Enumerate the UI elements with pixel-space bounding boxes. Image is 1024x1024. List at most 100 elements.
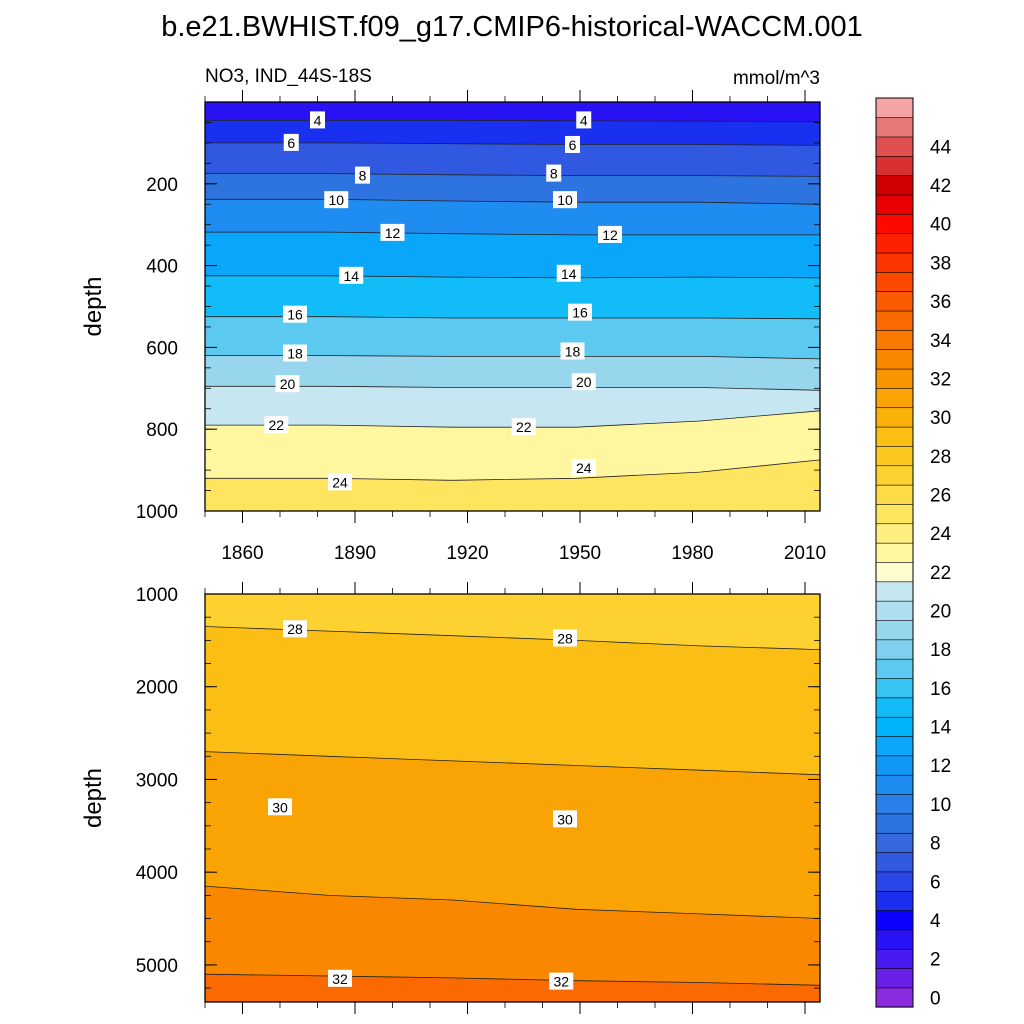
colorbar-swatch (875, 987, 914, 1008)
colorbar-tick-label: 8 (930, 834, 941, 855)
colorbar-tick-label: 4 (930, 911, 941, 932)
contour-label: 28 (287, 621, 303, 637)
contour-label: 30 (557, 811, 573, 827)
contour-label: 16 (572, 305, 588, 321)
colorbar-swatch (875, 735, 914, 757)
contour-line (205, 198, 820, 205)
contour-line (205, 142, 820, 146)
colorbar-tick-label: 44 (930, 137, 952, 158)
colorbar-swatch (875, 387, 914, 409)
contour-label: 4 (314, 112, 322, 128)
contour-label-bg (568, 303, 592, 321)
contour-label-bg (380, 223, 405, 241)
colorbar-swatch (875, 890, 914, 911)
colorbar-tick-label: 34 (930, 331, 952, 352)
colorbar-swatch (875, 233, 914, 254)
colorbar-tick-label: 28 (930, 447, 951, 468)
contour-label-bg (598, 225, 622, 243)
colorbar-swatch (875, 929, 914, 950)
colorbar-swatch (875, 503, 914, 525)
contour-label: 24 (332, 474, 348, 490)
colorbar-tick-label: 42 (930, 176, 951, 197)
colorbar-swatch (875, 523, 914, 544)
x-tick-label: 1890 (334, 543, 376, 564)
x-tick-label: 1920 (446, 543, 488, 564)
contour-label-bg (511, 418, 536, 436)
contour-label: 8 (550, 166, 558, 182)
colorbar-tick-label: 2 (930, 950, 941, 971)
colorbar-tick-label: 24 (930, 524, 952, 545)
contour-label-bg (576, 111, 592, 129)
contour-label: 14 (561, 266, 577, 282)
colorbar-swatch (875, 175, 914, 196)
contour-label-bg (339, 266, 364, 284)
colorbar-swatch (875, 871, 914, 892)
colorbar-swatch (875, 697, 914, 718)
contour-line (205, 459, 820, 481)
y-tick-label: 3000 (136, 770, 178, 791)
variable-label: NO3, IND_44S-18S (205, 66, 372, 87)
colorbar-swatch (875, 368, 914, 389)
contour-line (205, 173, 820, 177)
colorbar-tick-label: 22 (930, 563, 951, 584)
y-tick-label: 2000 (136, 678, 178, 699)
colorbar-swatch (875, 426, 914, 447)
contour-line (205, 231, 820, 236)
colorbar-swatch (875, 968, 914, 989)
colorbar-swatch (875, 252, 914, 273)
contour-line (205, 385, 820, 391)
y-tick-label: 4000 (136, 863, 178, 884)
y-axis-label: depth (80, 768, 107, 828)
y-tick-label: 200 (146, 175, 178, 196)
contour-label-bg (571, 373, 596, 391)
contour-line (205, 355, 820, 360)
colorbar-tick-label: 30 (930, 408, 951, 429)
contour-fill-group (205, 594, 820, 1002)
colorbar-swatch (875, 445, 914, 467)
contour-line (205, 751, 820, 776)
contour-label: 24 (576, 460, 592, 476)
colorbar-tick-label: 32 (930, 369, 951, 390)
contour-label: 32 (332, 971, 348, 987)
contour-line (205, 626, 820, 650)
colorbar-swatch (875, 117, 914, 138)
contour-band (205, 974, 820, 1002)
colorbar-swatch (875, 484, 914, 505)
contour-label: 4 (580, 112, 588, 128)
contour-label-bg (283, 620, 307, 638)
contour-label-bg (328, 473, 352, 491)
colorbar-tick-label: 6 (930, 872, 941, 893)
contour-label-bg (355, 166, 370, 184)
contour-label: 8 (359, 168, 367, 184)
y-tick-label: 5000 (136, 956, 178, 977)
colorbar: 0246810121416182022242628303234363840424… (875, 97, 952, 1009)
colorbar-swatch (875, 755, 914, 776)
figure-title: b.e21.BWHIST.f09_g17.CMIP6-historical-WA… (161, 11, 863, 43)
contour-line (205, 316, 820, 320)
colorbar-tick-label: 20 (930, 602, 951, 623)
contour-label: 22 (516, 419, 532, 435)
colorbar-swatch (875, 213, 914, 234)
colorbar-swatch (875, 909, 914, 931)
colorbar-tick-label: 12 (930, 756, 951, 777)
contour-label-bg (560, 342, 585, 360)
contour-label: 22 (268, 417, 284, 433)
contour-label-bg (283, 344, 307, 362)
contour-label: 12 (602, 227, 618, 243)
colorbar-swatch (875, 948, 914, 969)
colorbar-tick-label: 14 (930, 718, 952, 739)
upper-panel: 200 400 600 800 1000 depth 1860 1890 1920 1950 198… (80, 90, 826, 564)
contour-label-bg (275, 375, 300, 393)
colorbar-swatch (875, 639, 914, 660)
colorbar-swatch (875, 619, 914, 641)
lower-panel: 1000 2000 3000 4000 5000 depth 28 28 30 30 32 32 (80, 582, 821, 1014)
colorbar-swatch (875, 581, 914, 602)
colorbar-swatch (875, 774, 914, 795)
colorbar-swatch (875, 832, 914, 853)
contour-line (205, 885, 820, 919)
colorbar-swatch (875, 310, 914, 331)
x-tick-label: 1950 (559, 543, 601, 564)
contour-label-bg (283, 305, 307, 323)
colorbar-swatch (875, 97, 914, 118)
